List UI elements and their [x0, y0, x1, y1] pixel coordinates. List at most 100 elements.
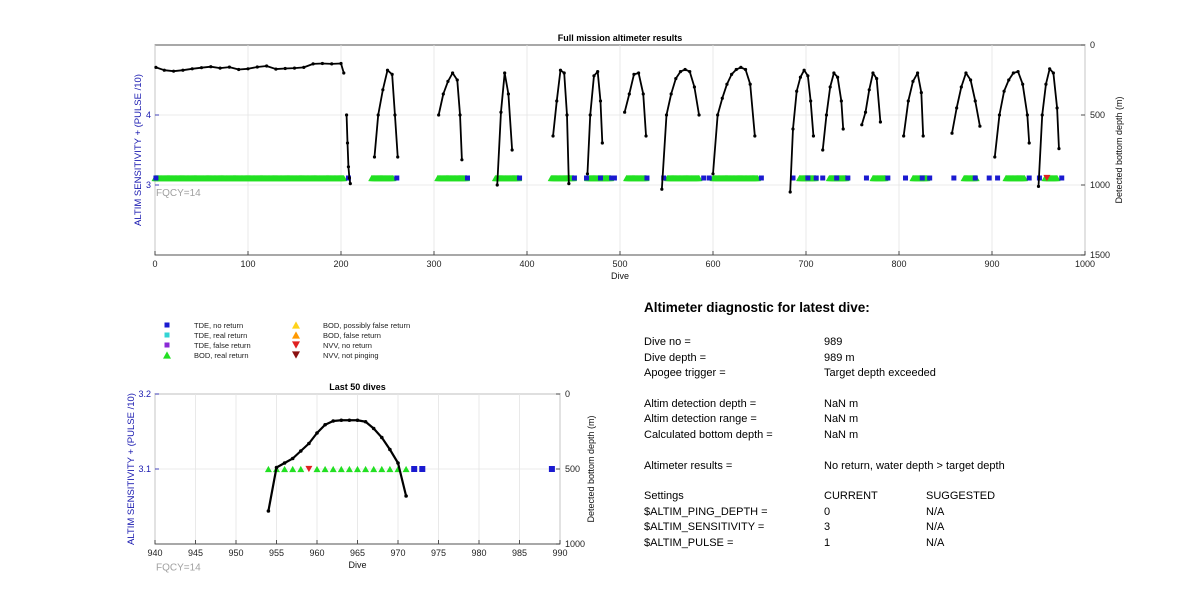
y2-axis-label: Detected bottom depth (m): [586, 415, 596, 522]
bod-real-return-marker: [337, 465, 345, 473]
depth-point: [363, 419, 368, 424]
y-tick-label: 3.1: [138, 464, 151, 474]
x-tick-label: 955: [269, 548, 284, 558]
depth-point: [404, 494, 408, 498]
depth-point: [1025, 113, 1029, 117]
depth-point: [265, 64, 269, 68]
depth-point: [396, 155, 400, 159]
tde-no-return-marker: [986, 175, 992, 181]
depth-point: [916, 71, 920, 75]
depth-point: [282, 461, 287, 465]
depth-point: [716, 113, 720, 117]
depth-point: [510, 148, 514, 152]
tde-no-return-marker: [885, 175, 891, 181]
depth-point: [181, 68, 185, 72]
diag-label: Dive depth =: [644, 351, 707, 364]
tde-no-return-marker: [1026, 175, 1032, 181]
depth-point: [585, 172, 590, 176]
depth-point: [598, 99, 603, 103]
bod-real-return-marker: [402, 465, 410, 473]
depth-point: [919, 91, 923, 95]
depth-point: [283, 66, 287, 71]
bod-real-return-marker: [264, 465, 272, 473]
y2-tick-label: 500: [1090, 110, 1105, 120]
y-tick-label: 4: [146, 110, 151, 120]
depth-point: [1027, 141, 1031, 145]
depth-point: [592, 74, 596, 78]
depth-point: [551, 134, 555, 138]
legend-marker: [163, 351, 171, 359]
depth-point: [664, 113, 669, 117]
depth-point: [596, 70, 600, 74]
depth-point: [600, 141, 604, 145]
diag-row-bottom-depth: Calculated bottom depth = NaN m: [644, 428, 1164, 444]
depth-point: [906, 99, 910, 103]
depth-point: [697, 113, 701, 117]
legend-label: TDE, real return: [194, 331, 247, 340]
depth-series-line: [789, 69, 815, 193]
setting-row-sensitivity: $ALTIM_SENSITIVITY = 3 N/A: [644, 520, 1164, 536]
depth-point: [811, 134, 816, 138]
legend-label: BOD, real return: [194, 351, 249, 360]
depth-point: [172, 69, 176, 73]
x-tick-label: 990: [552, 548, 567, 558]
diag-row-detection-range: Altim detection range = NaN m: [644, 412, 1164, 428]
depth-point: [255, 65, 259, 69]
depth-point: [292, 66, 297, 70]
depth-point: [632, 72, 636, 76]
depth-point: [503, 71, 507, 75]
tde-no-return-marker: [805, 175, 811, 181]
depth-point: [190, 67, 194, 71]
y-tick-label: 3.2: [138, 389, 151, 399]
depth-point: [315, 431, 319, 435]
depth-point: [969, 78, 973, 82]
depth-point: [348, 182, 352, 186]
depth-point: [209, 65, 213, 69]
bod-real-return-marker: [313, 465, 321, 473]
tde-no-return-marker: [464, 175, 470, 181]
depth-point: [495, 183, 499, 187]
tde-no-return-marker: [597, 175, 603, 181]
depth-point: [1048, 67, 1052, 71]
bod-real-return-marker: [345, 465, 353, 473]
depth-point: [558, 68, 563, 72]
tde-no-return-marker: [548, 466, 555, 472]
depth-point: [1040, 113, 1044, 117]
bod-real-return-marker: [321, 465, 329, 473]
depth-point: [355, 418, 360, 423]
setting-name: $ALTIM_PING_DEPTH =: [644, 505, 768, 518]
depth-point: [836, 75, 840, 79]
diag-value: NaN m: [824, 428, 859, 441]
nvv-no-return-marker: [305, 465, 313, 473]
depth-point: [460, 158, 464, 162]
depth-point: [1007, 78, 1011, 82]
legend-marker: [164, 322, 170, 328]
depth-point: [730, 72, 734, 76]
settings-suggested-header: SUGGESTED: [926, 490, 996, 503]
depth-series-line: [902, 72, 925, 137]
tde-no-return-marker: [571, 175, 577, 181]
depth-point: [331, 419, 336, 423]
legend-label: NVV, not pinging: [323, 351, 379, 360]
depth-point: [824, 113, 829, 117]
depth-point: [821, 148, 825, 152]
depth-point: [734, 67, 738, 72]
setting-current: 0: [824, 505, 831, 518]
setting-suggested: N/A: [926, 521, 945, 534]
depth-point: [562, 71, 566, 75]
diag-row-detection-depth: Altim detection depth = NaN m: [644, 397, 1164, 413]
legend-marker: [292, 331, 300, 339]
x-tick-label: 900: [984, 259, 999, 269]
tde-no-return-marker: [927, 175, 933, 181]
depth-point: [388, 447, 392, 452]
depth-point: [347, 176, 351, 180]
depth-point: [809, 99, 813, 103]
x-tick-label: 400: [519, 259, 534, 269]
depth-point: [860, 123, 864, 127]
legend-label: TDE, no return: [194, 321, 243, 330]
depth-point: [555, 99, 559, 103]
y2-tick-label: 500: [565, 464, 580, 474]
bod-real-return-marker: [281, 465, 289, 473]
depth-point: [683, 67, 687, 72]
